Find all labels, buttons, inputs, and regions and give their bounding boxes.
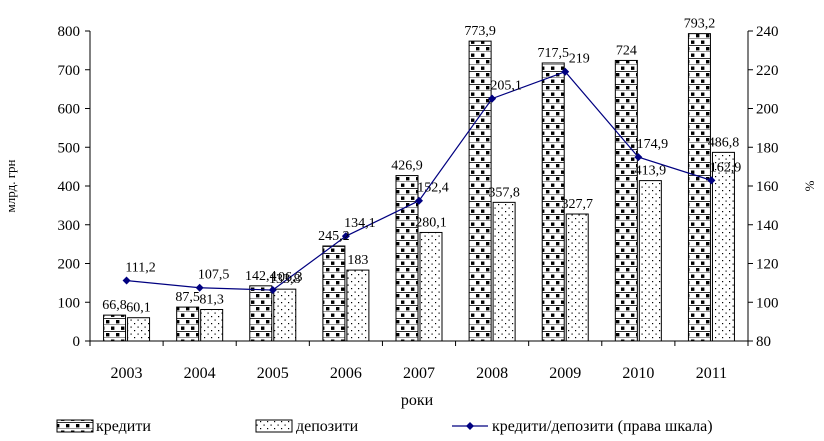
y-tick-label: 500 (58, 140, 81, 156)
y-axis-title: млрд. грн (3, 159, 18, 212)
legend-swatch-ratio-marker (466, 422, 474, 430)
ratio-marker (415, 196, 423, 205)
data-label-ratio: 106,3 (271, 270, 303, 285)
legend-swatch-deposits (255, 419, 293, 433)
legend: кредити депозити кредити/депозити (права… (56, 418, 713, 435)
ratio-marker (488, 94, 497, 103)
data-label-deposits: 413,9 (635, 164, 667, 179)
y-tick-label: 400 (58, 179, 81, 195)
data-label-credits: 66,8 (102, 298, 127, 313)
bar-credits (249, 285, 273, 342)
x-axis-ticks: 2003 2004 2005 2006 2007 2008 2009 2010 2011 (89, 341, 749, 382)
bars (103, 33, 735, 342)
data-label-ratio: 219 (569, 52, 590, 67)
data-label-ratio: 174,9 (637, 137, 669, 152)
bar-deposits (419, 231, 443, 342)
data-label-credits: 724 (616, 43, 637, 58)
left-axis-ticks: 0 100 200 300 400 500 600 700 800 (58, 24, 90, 350)
data-label-deposits: 486,8 (708, 135, 740, 150)
ratio-marker (634, 153, 643, 162)
data-label-deposits: 81,3 (199, 292, 224, 307)
ratio-marker (707, 176, 716, 185)
data-label-credits: 793,2 (684, 17, 716, 32)
bar-credits (687, 33, 711, 342)
legend-label-ratio: кредити/депозити (права шкала) (492, 418, 713, 435)
bar-deposits (711, 151, 735, 342)
y-tick-label: 200 (58, 257, 81, 273)
x-axis-title: роки (401, 392, 434, 409)
data-label-deposits: 183 (347, 253, 368, 268)
x-tick-label: 2004 (184, 365, 216, 382)
x-tick-label: 2006 (330, 365, 362, 382)
y-tick-label: 100 (58, 295, 81, 311)
x-tick-label: 2007 (403, 365, 435, 382)
legend-label-credits: кредити (96, 418, 151, 435)
ratio-marker (122, 276, 131, 285)
bar-deposits (346, 269, 370, 342)
bar-credits (395, 175, 419, 342)
y2-tick-label: 200 (756, 102, 779, 118)
y-tick-label: 0 (73, 334, 81, 350)
bar-credits (468, 40, 492, 342)
data-label-ratio: 107,5 (198, 268, 230, 283)
bar-deposits (273, 288, 297, 342)
data-label-ratio: 162,9 (710, 160, 742, 175)
y2-tick-label: 80 (756, 334, 771, 350)
data-label-ratio: 111,2 (125, 261, 155, 276)
y2-axis-title: % (802, 180, 817, 191)
y2-tick-label: 240 (756, 24, 779, 40)
y2-tick-label: 100 (756, 295, 779, 311)
bar-credits (614, 59, 638, 342)
data-label-deposits: 60,1 (126, 301, 151, 316)
ratio-marker (195, 283, 204, 292)
bar-deposits (638, 180, 662, 342)
ratio-marker (561, 67, 570, 76)
ratio-marker (341, 232, 350, 241)
x-tick-label: 2005 (257, 365, 289, 382)
x-tick-label: 2010 (622, 365, 654, 382)
bar-credits (176, 306, 200, 342)
data-label-credits: 87,5 (175, 290, 200, 305)
ratio-line-series (122, 67, 716, 295)
data-label-ratio: 205,1 (490, 79, 522, 94)
x-tick-label: 2008 (476, 365, 508, 382)
bar-deposits (127, 317, 151, 342)
bar-deposits (492, 201, 516, 342)
ratio-marker (268, 286, 277, 295)
x-tick-label: 2009 (549, 365, 581, 382)
data-label-deposits: 280,1 (415, 215, 447, 230)
data-label-credits: 773,9 (464, 24, 496, 39)
x-tick-label: 2011 (696, 365, 727, 382)
data-label-credits: 245,2 (318, 229, 350, 244)
data-label-deposits: 357,8 (488, 185, 520, 200)
bar-credits (103, 314, 127, 342)
data-label-credits: 142,4 (245, 269, 277, 284)
bar-deposits (200, 308, 224, 342)
legend-label-deposits: депозити (296, 418, 359, 435)
bar-credits (541, 62, 565, 342)
data-label-ratio: 152,4 (417, 181, 449, 196)
data-label-credits: 426,9 (391, 159, 423, 174)
legend-swatch-credits (56, 419, 94, 433)
bar-deposits (565, 213, 589, 342)
y-tick-label: 600 (58, 102, 81, 118)
y-tick-label: 700 (58, 63, 81, 79)
data-label-deposits: 133,8 (269, 272, 301, 287)
x-tick-label: 2003 (111, 365, 143, 382)
y2-tick-label: 140 (756, 218, 779, 234)
y-tick-label: 300 (58, 218, 81, 234)
data-label-deposits: 327,7 (561, 197, 593, 212)
y2-tick-label: 160 (756, 179, 779, 195)
right-axis-ticks: 80 100 120 140 160 180 200 220 240 (748, 24, 779, 350)
bar-credits (322, 245, 346, 342)
data-label-credits: 717,5 (537, 46, 569, 61)
y-tick-label: 800 (58, 24, 81, 40)
data-label-ratio: 134,1 (344, 216, 376, 231)
y2-tick-label: 180 (756, 140, 779, 156)
y2-tick-label: 120 (756, 257, 779, 273)
y2-tick-label: 220 (756, 63, 779, 79)
